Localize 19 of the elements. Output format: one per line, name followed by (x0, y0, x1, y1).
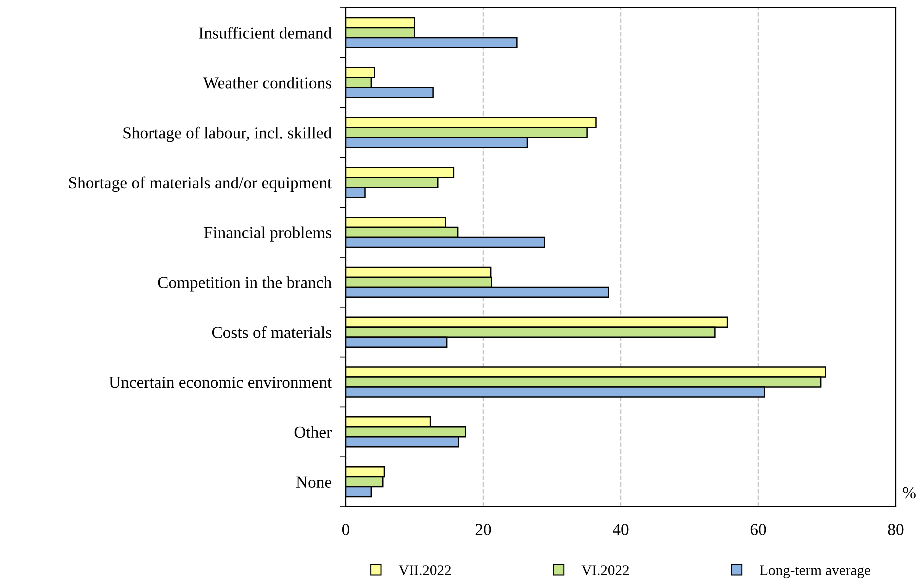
x-tick-label: 20 (476, 524, 492, 536)
y-tick-label: Costs of materials (212, 326, 332, 338)
y-tick-label: Insufficient demand (199, 27, 332, 39)
legend-label: VI.2022 (582, 566, 630, 576)
y-tick-label: Financial problems (204, 226, 332, 242)
y-tick-label: Weather conditions (203, 77, 332, 89)
x-tick-label: 0 (342, 524, 350, 536)
legend-label: Long-term average (760, 566, 870, 578)
y-tick-label: Shortage of materials and/or equipment (69, 176, 332, 192)
y-tick-label: Uncertain economic environment (109, 376, 332, 388)
y-tick-label: Competition in the branch (158, 276, 332, 292)
text: % (903, 487, 916, 499)
y-tick-label: Other (294, 426, 332, 438)
x-tick-label: 60 (750, 524, 766, 536)
y-tick-label: Shortage of labour, incl. skilled (124, 126, 332, 142)
y-tick-label: None (296, 476, 332, 488)
x-tick-label: 40 (612, 524, 629, 536)
x-tick-label: 80 (888, 524, 904, 536)
legend-label: VII.2022 (398, 566, 452, 576)
